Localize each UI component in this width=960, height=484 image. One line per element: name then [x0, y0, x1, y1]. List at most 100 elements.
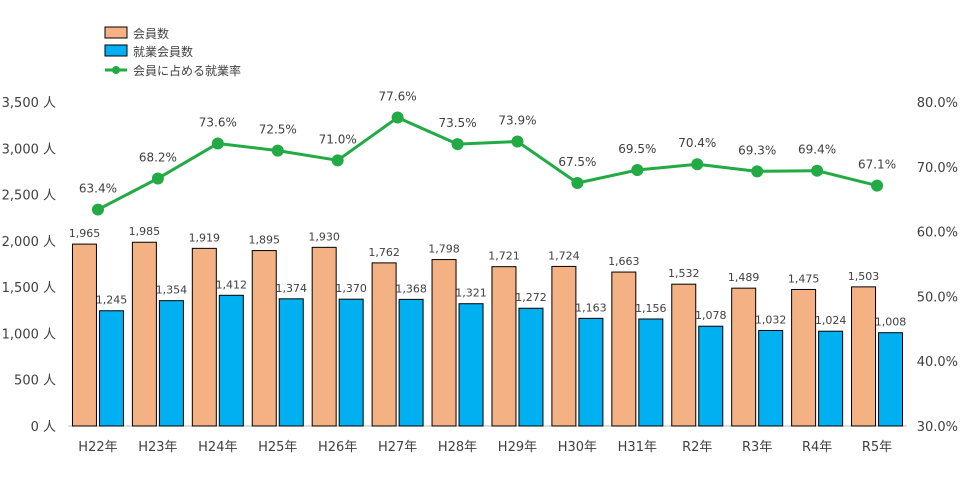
y-left-tick-label: 1,000 人 [2, 327, 56, 342]
data-label-members: 1,895 [249, 234, 281, 247]
bar-members [491, 266, 517, 427]
y-left-tick-label: 500 人 [14, 374, 56, 389]
bar-data-labels: 1,965 1,245 1,985 1,354 1,919 1,412 1,895 1,374… [69, 225, 907, 328]
data-label-working-members: 1,024 [815, 314, 847, 327]
rate-point [871, 179, 884, 192]
bar-working-members [338, 298, 364, 427]
bar-working-members [518, 307, 544, 427]
bar-members [191, 247, 217, 427]
x-tick-label: R3年 [742, 440, 772, 455]
data-label-members: 1,965 [69, 227, 101, 240]
bar-members [131, 241, 157, 427]
rate-point [331, 154, 344, 167]
data-label-members: 1,762 [368, 246, 400, 259]
x-tick-label: H30年 [558, 440, 597, 455]
data-label-members: 1,663 [608, 255, 640, 268]
bar-working-members [398, 298, 424, 427]
bar-working-members [698, 325, 724, 427]
data-label-working-members: 1,412 [216, 278, 248, 291]
data-label-working-members: 1,078 [695, 309, 727, 322]
data-label-rate: 72.5% [259, 123, 297, 137]
data-label-members: 1,721 [488, 250, 520, 263]
data-label-members: 1,489 [728, 271, 760, 284]
bar-members [551, 265, 577, 427]
y-right-tick-label: 60.0% [917, 226, 958, 241]
rate-point [631, 164, 644, 177]
bar-members [671, 283, 697, 427]
bar-members [731, 287, 757, 427]
bar-members [791, 288, 817, 427]
x-tick-label: H28年 [438, 440, 477, 455]
data-label-working-members: 1,163 [575, 301, 607, 314]
axes: 0 人 500 人 1,000 人 1,500 人 2,000 人 2,500 人 3,00… [2, 96, 958, 455]
data-label-working-members: 1,354 [156, 284, 188, 297]
data-label-working-members: 1,008 [875, 316, 907, 329]
rate-point [211, 137, 224, 150]
legend-label: 会員数 [133, 26, 169, 41]
x-tick-label: H23年 [138, 440, 177, 455]
line-data-labels: 63.4% 68.2% 73.6% 72.5% 71.0% 77.6% 73.5% 73.9%… [79, 90, 896, 196]
y-right-tick-label: 40.0% [917, 355, 958, 370]
data-label-rate: 69.5% [618, 142, 656, 156]
data-label-working-members: 1,245 [96, 294, 128, 307]
x-tick-label: R2年 [682, 440, 712, 455]
data-label-rate: 68.2% [139, 150, 177, 164]
y-right-tick-label: 70.0% [917, 161, 958, 176]
bar-members [251, 250, 277, 427]
bar-members [371, 262, 397, 427]
x-tick-label: R5年 [862, 440, 892, 455]
data-label-working-members: 1,370 [335, 282, 367, 295]
rate-point [511, 135, 524, 148]
data-label-rate: 69.3% [738, 143, 776, 157]
bar-members [71, 243, 97, 427]
data-label-rate: 63.4% [79, 182, 117, 196]
legend-swatch [104, 26, 128, 39]
x-tick-label: H29年 [498, 440, 537, 455]
y-left-tick-label: 1,500 人 [2, 281, 56, 296]
bar-members [851, 286, 877, 427]
data-label-working-members: 1,374 [276, 282, 308, 295]
bar-members [311, 246, 337, 427]
bar-working-members [278, 298, 304, 427]
x-tick-label: R4年 [802, 440, 832, 455]
bar-series [71, 241, 904, 427]
line-series [91, 111, 884, 216]
rate-point [151, 172, 164, 185]
bar-working-members [758, 329, 784, 427]
bar-working-members [878, 332, 904, 427]
x-tick-label: H24年 [198, 440, 237, 455]
data-label-members: 1,985 [129, 225, 161, 238]
bar-working-members [158, 300, 184, 427]
legend-swatch-marker [112, 66, 120, 74]
rate-point [751, 165, 764, 178]
y-left-tick-label: 0 人 [31, 420, 56, 435]
rate-point [811, 164, 824, 177]
y-left-tick-label: 3,000 人 [2, 142, 56, 157]
x-tick-label: H31年 [618, 440, 657, 455]
bar-working-members [578, 317, 604, 427]
rate-point [691, 158, 704, 171]
x-tick-label: H26年 [318, 440, 357, 455]
data-label-members: 1,724 [548, 249, 580, 262]
y-right-tick-label: 30.0% [917, 420, 958, 435]
data-label-rate: 69.4% [798, 143, 836, 157]
rate-line [97, 116, 878, 211]
x-tick-label: H25年 [258, 440, 297, 455]
x-tick-label: H27年 [378, 440, 417, 455]
data-label-rate: 71.0% [319, 132, 357, 146]
data-label-members: 1,930 [308, 230, 340, 243]
data-label-members: 1,475 [788, 272, 820, 285]
rate-point [271, 144, 284, 157]
rate-point [571, 177, 584, 189]
y-left-tick-label: 2,500 人 [2, 189, 56, 204]
data-label-rate: 73.6% [199, 115, 237, 129]
rate-point [91, 203, 104, 216]
data-label-working-members: 1,156 [635, 302, 667, 315]
data-label-rate: 70.4% [678, 136, 716, 150]
legend-label: 就業会員数 [133, 44, 193, 59]
data-label-members: 1,503 [848, 270, 880, 283]
data-label-working-members: 1,272 [515, 291, 547, 304]
